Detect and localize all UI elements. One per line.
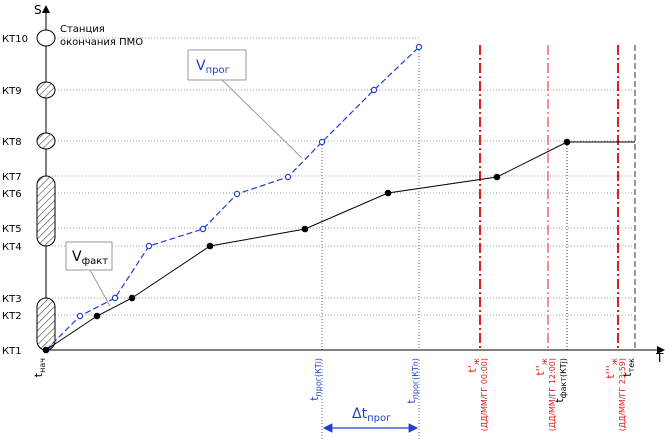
label-main: V bbox=[72, 249, 82, 265]
actual-point bbox=[301, 225, 309, 233]
time-note: (ДД/ММ/ГГ 12:00) bbox=[548, 358, 557, 431]
station-marker bbox=[36, 29, 56, 47]
time-sub: ж bbox=[610, 358, 619, 365]
actual-label: Vфакт bbox=[72, 249, 108, 267]
y-axis-label: S bbox=[34, 3, 42, 17]
time-sub: тек bbox=[627, 358, 636, 373]
forecast-point bbox=[415, 43, 423, 51]
time-label-text: t'ж bbox=[466, 358, 481, 373]
leader-line bbox=[221, 79, 303, 159]
time-label: t'''ж (ДД/ММ/ГГ 23:59) bbox=[604, 358, 627, 431]
station-note: окончания ПМО bbox=[60, 37, 143, 48]
time-main: t bbox=[32, 372, 45, 377]
actual-point bbox=[42, 346, 50, 354]
delta-sub: прог bbox=[367, 413, 391, 424]
forecast-point bbox=[145, 242, 153, 250]
checkpoint-label: КТ10 bbox=[2, 34, 28, 45]
x-axis-label: T bbox=[655, 351, 664, 365]
time-main: t'' bbox=[534, 365, 547, 375]
grid: КТ1 КТ2 КТ3 КТ4 КТ5 КТ6 КТ7 КТ8 КТ9 КТ10 bbox=[2, 34, 635, 357]
leader-line bbox=[89, 269, 111, 307]
time-main: t''' bbox=[604, 365, 617, 378]
time-label: tпрог(КТi) bbox=[308, 358, 323, 401]
delta-label: Δtпрог bbox=[352, 406, 391, 424]
delta-main: Δt bbox=[352, 406, 368, 422]
time-sub: ж bbox=[540, 358, 549, 365]
time-label-text: tпрог(КТn) bbox=[405, 358, 420, 404]
forecast-point bbox=[370, 86, 378, 94]
forecast-point bbox=[199, 225, 207, 233]
station-marker bbox=[36, 175, 56, 247]
label-main: V bbox=[196, 58, 206, 74]
time-label-text: tпрог(КТi) bbox=[308, 358, 323, 401]
actual-points bbox=[42, 138, 571, 354]
time-note: (ДД/ММ/ГГ 00:00) bbox=[480, 358, 489, 431]
time-main: t bbox=[308, 396, 321, 401]
station-marker bbox=[36, 81, 56, 99]
time-main: t bbox=[553, 398, 566, 403]
forecast-label: Vпрог bbox=[196, 58, 230, 76]
time-label-text: tнач bbox=[32, 358, 47, 377]
label-box bbox=[65, 241, 113, 271]
forecast-point bbox=[233, 190, 241, 198]
time-sub: ж bbox=[472, 358, 481, 365]
checkpoint-label: КТ7 bbox=[2, 172, 22, 183]
checkpoint-label: КТ8 bbox=[2, 137, 22, 148]
checkpoint-label: КТ2 bbox=[2, 311, 22, 322]
time-label: t'ж (ДД/ММ/ГГ 00:00) bbox=[466, 358, 489, 431]
station-marker bbox=[36, 132, 56, 150]
time-label: tтек bbox=[621, 358, 636, 377]
forecast-line bbox=[45, 46, 420, 351]
checkpoint-label: КТ3 bbox=[2, 294, 22, 305]
time-label-text: tтек bbox=[621, 358, 636, 377]
actual-point bbox=[493, 173, 501, 181]
checkpoint-label: КТ6 bbox=[2, 189, 22, 200]
time-sub: нач bbox=[38, 358, 47, 373]
checkpoint-label: КТ5 bbox=[2, 224, 22, 235]
forecast-point bbox=[284, 173, 292, 181]
time-main: t bbox=[621, 372, 634, 377]
time-label: t''ж (ДД/ММ/ГГ 12:00) bbox=[534, 358, 557, 431]
station-note: Станция bbox=[60, 24, 105, 35]
actual-point bbox=[93, 312, 101, 320]
actual-point bbox=[384, 189, 392, 197]
time-sub: прог(КТn) bbox=[411, 358, 420, 399]
actual-point bbox=[128, 294, 136, 302]
actual-point bbox=[206, 242, 214, 250]
time-note: (ДД/ММ/ГГ 23:59) bbox=[618, 358, 627, 431]
time-label: tфакт(КТj) bbox=[553, 358, 568, 403]
forecast-point bbox=[318, 138, 326, 146]
time-label: tпрог(КТn) bbox=[405, 358, 420, 404]
checkpoint-label: КТ4 bbox=[2, 242, 22, 253]
actual-point bbox=[563, 138, 571, 146]
time-label-text: tфакт(КТj) bbox=[553, 358, 568, 403]
time-main: t bbox=[405, 399, 418, 404]
label-sub: прог bbox=[206, 65, 230, 76]
time-sub: факт(КТj) bbox=[559, 358, 568, 398]
checkpoint-label: КТ9 bbox=[2, 86, 22, 97]
time-sub: прог(КТi) bbox=[314, 358, 323, 396]
station-marker bbox=[36, 297, 56, 351]
label-box bbox=[187, 49, 247, 81]
time-label: tнач bbox=[32, 358, 47, 377]
forecast-points bbox=[76, 43, 423, 320]
time-label-text: t''ж bbox=[534, 358, 549, 376]
forecast-point bbox=[111, 294, 119, 302]
forecast-point bbox=[76, 312, 84, 320]
checkpoint-label: КТ1 bbox=[2, 346, 22, 357]
time-label-text: t'''ж bbox=[604, 358, 619, 379]
label-sub: факт bbox=[82, 256, 109, 267]
time-main: t' bbox=[466, 365, 479, 372]
